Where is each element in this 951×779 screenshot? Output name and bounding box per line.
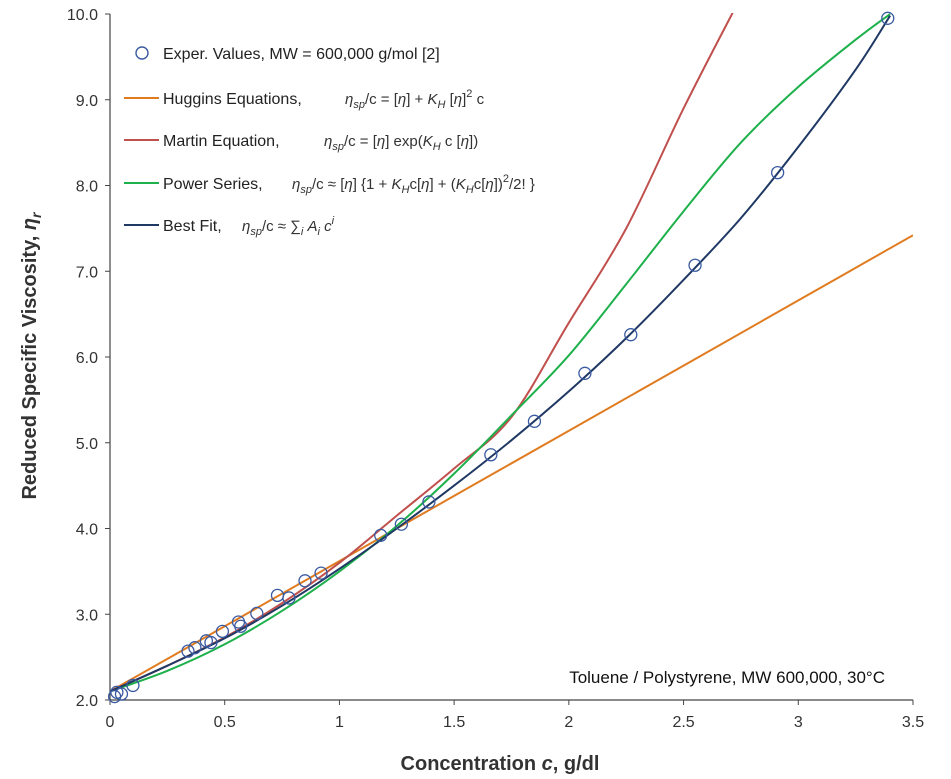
- data-point: [394, 517, 409, 531]
- x-axis-ticks: 0 0.5 1 1.5 2 2.5 3 3.5: [106, 700, 924, 731]
- data-point: [114, 687, 129, 701]
- legend-equation: ηsp/c ≈ [η] {1 + KHc[η] + (KHc[η])2/2! }: [292, 173, 535, 196]
- chart-annotation: Toluene / Polystyrene, MW 600,000, 30°C: [569, 668, 885, 687]
- data-point: [204, 635, 218, 650]
- y-tick-label: 7.0: [76, 264, 98, 281]
- data-point: [188, 641, 202, 655]
- data-point: [282, 591, 296, 605]
- data-point: [688, 258, 702, 272]
- data-point: [181, 644, 195, 658]
- plot-points: [107, 11, 895, 704]
- data-point: [374, 528, 388, 543]
- legend: Exper. Values, MW = 600,000 g/mol [2] Hu…: [124, 46, 535, 238]
- x-tick-label: 2.5: [672, 714, 694, 731]
- data-point: [314, 566, 328, 580]
- legend-label: Martin Equation,: [163, 133, 280, 150]
- legend-label: Huggins Equations,: [163, 91, 302, 108]
- legend-label: Power Series,: [163, 176, 263, 193]
- y-tick-label: 9.0: [76, 93, 98, 110]
- legend-equation: ηsp/c ≈ ∑i Ai ci: [242, 215, 335, 238]
- legend-equation: ηsp/c = [η] + KH [η]2 c: [345, 88, 485, 111]
- x-tick-label: 1.5: [443, 714, 465, 731]
- y-tick-label: 6.0: [76, 350, 98, 367]
- data-point: [578, 366, 592, 380]
- axes: [109, 14, 913, 701]
- legend-marker-circle-icon: [135, 46, 149, 60]
- data-point: [624, 328, 638, 342]
- y-axis-ticks: 2.0 3.0 4.0 5.0 6.0 7.0 8.0 9.0 10.0: [67, 7, 110, 710]
- data-point: [215, 624, 230, 639]
- series-line-1: [110, 234, 913, 693]
- series-line-3: [110, 13, 891, 693]
- x-tick-label: 3: [794, 714, 803, 731]
- data-point: [881, 11, 895, 25]
- data-point: [298, 574, 312, 588]
- data-point: [422, 495, 436, 509]
- x-tick-label: 3.5: [902, 714, 924, 731]
- plot-lines: [110, 13, 913, 693]
- legend-item-power-series: Power Series, ηsp/c ≈ [η] {1 + KHc[η] + …: [124, 173, 535, 196]
- data-point: [527, 414, 542, 428]
- y-tick-label: 2.0: [76, 693, 98, 710]
- legend-item-martin: Martin Equation, ηsp/c = [η] exp(KH c [η…: [124, 133, 478, 153]
- series-line-4: [110, 15, 891, 693]
- data-point: [770, 165, 785, 180]
- x-axis-title: Concentration c, g/dl: [401, 753, 600, 775]
- y-tick-label: 3.0: [76, 607, 98, 624]
- legend-label: Exper. Values, MW = 600,000 g/mol [2]: [163, 46, 440, 63]
- data-point: [250, 606, 264, 621]
- legend-item-best-fit: Best Fit, ηsp/c ≈ ∑i Ai ci: [124, 215, 335, 238]
- data-point: [484, 448, 498, 462]
- x-tick-label: 0: [106, 714, 115, 731]
- legend-label: Best Fit,: [163, 218, 222, 235]
- legend-equation: ηsp/c = [η] exp(KH c [η]): [324, 133, 478, 153]
- y-axis-title: Reduced Specific Viscosity, ηr: [19, 211, 44, 500]
- data-point: [126, 678, 140, 693]
- y-tick-label: 4.0: [76, 522, 98, 539]
- legend-item-huggins: Huggins Equations, ηsp/c = [η] + KH [η]2…: [124, 88, 485, 111]
- y-tick-label: 5.0: [76, 436, 98, 453]
- x-tick-label: 1: [335, 714, 344, 731]
- x-tick-label: 2: [564, 714, 573, 731]
- legend-item-exper-values: Exper. Values, MW = 600,000 g/mol [2]: [135, 46, 440, 63]
- y-tick-label: 8.0: [76, 179, 98, 196]
- x-tick-label: 0.5: [214, 714, 236, 731]
- y-tick-label: 10.0: [67, 7, 98, 24]
- data-point: [234, 619, 248, 633]
